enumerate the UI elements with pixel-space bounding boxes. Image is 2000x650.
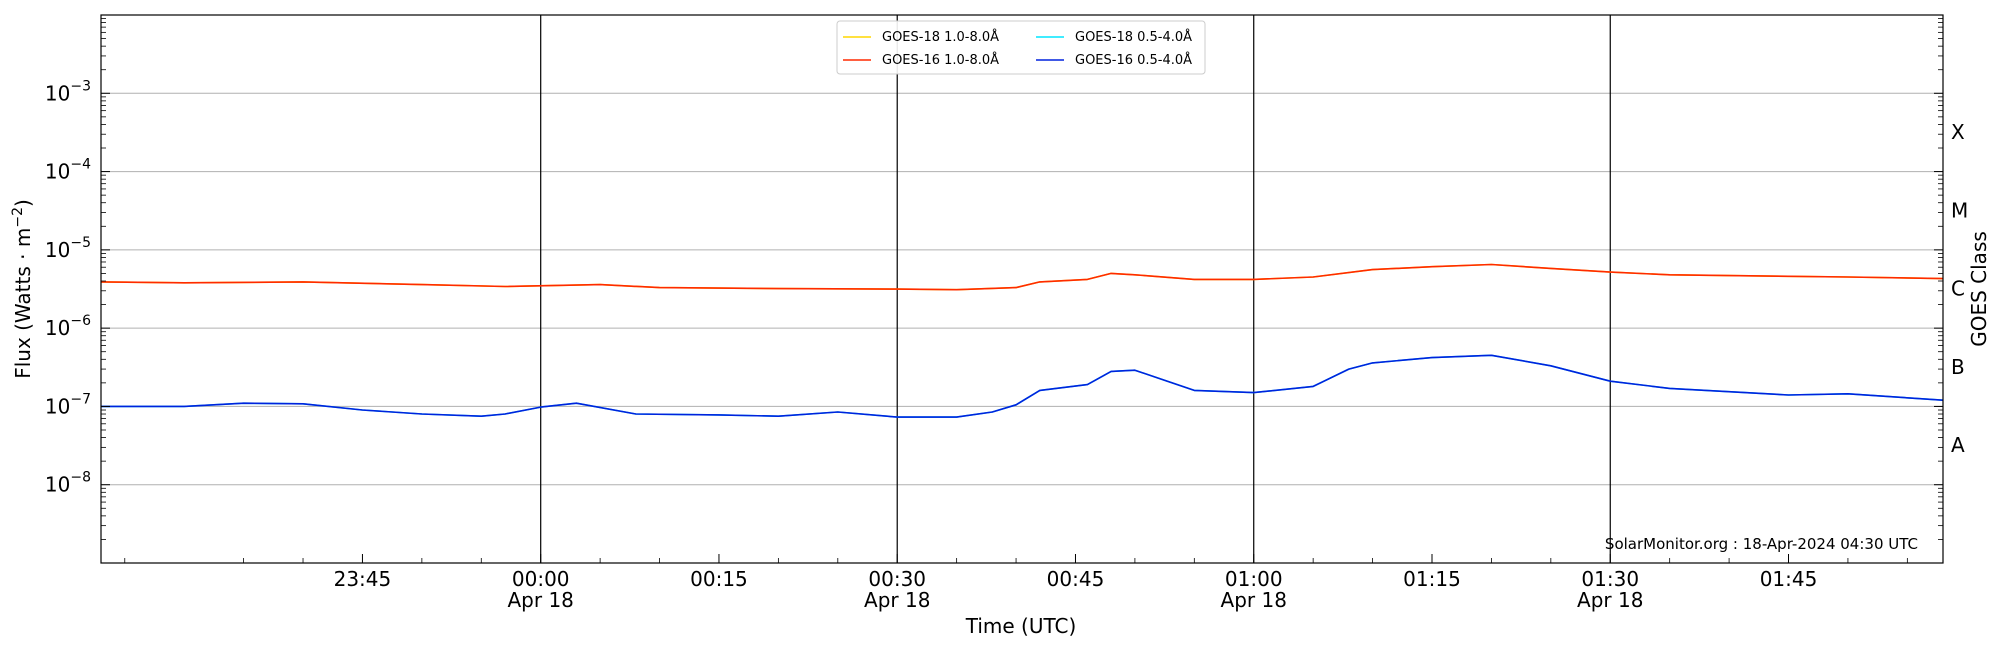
x-tick-label: 01:45: [1760, 567, 1818, 591]
x-tick-label: 00:00: [512, 567, 570, 591]
x-tick-date-label: Apr 18: [508, 588, 574, 612]
x-tick-label: 01:15: [1403, 567, 1461, 591]
y-tick-exponent: −6: [70, 313, 91, 329]
legend-label-goes16-short: GOES-16 0.5-4.0Å: [1075, 52, 1192, 68]
x-axis-title: Time (UTC): [965, 614, 1077, 638]
goes-class-x: X: [1951, 120, 1965, 144]
y-tick-exponent: −3: [70, 78, 91, 94]
x-tick-date-label: Apr 18: [1577, 588, 1643, 612]
series-line-goes16-long: [100, 263, 1944, 291]
y-tick-label: 10−7: [45, 391, 91, 418]
legend-label-goes18-short: GOES-18 0.5-4.0Å: [1075, 29, 1192, 45]
goes-class-b: B: [1951, 355, 1965, 379]
legend-frame: [836, 20, 1206, 75]
y-axis-title-main: Flux (Watts · m: [11, 228, 35, 379]
x-tick-label: 01:30: [1581, 567, 1639, 591]
plot-frame: [100, 14, 1944, 564]
x-tick-label: 01:00: [1225, 567, 1283, 591]
y-tick-base: 10: [45, 160, 70, 184]
y-tick-exponent: −4: [70, 157, 91, 173]
y-tick-label: 10−3: [45, 78, 91, 105]
y-tick-label: 10−4: [45, 157, 91, 184]
y-tick-exponent: −5: [70, 235, 91, 251]
tick-layer: [101, 18, 1943, 563]
x-tick-date-label: Apr 18: [864, 588, 930, 612]
y-tick-exponent: −7: [70, 391, 91, 407]
x-tick-label: 00:45: [1047, 567, 1105, 591]
x-tick-label: 00:15: [690, 567, 748, 591]
series-line-goes18-short: [101, 354, 1944, 418]
legend: GOES-18 1.0-8.0Å GOES-16 1.0-8.0Å GOES-1…: [836, 20, 1206, 75]
y-tick-label: 10−5: [45, 235, 91, 262]
x-tick-date-label: Apr 18: [1221, 588, 1287, 612]
watermark: SolarMonitor.org : 18-Apr-2024 04:30 UTC: [1605, 535, 1918, 553]
series-layer: [100, 263, 1944, 418]
x-tick-label: 23:45: [334, 567, 392, 591]
y-axis-title: Flux (Watts · m−2): [10, 199, 35, 379]
y-tick-label: 10−8: [45, 470, 91, 497]
y-axis-title-end: ): [11, 199, 35, 207]
y-tick-exponent: −8: [70, 470, 91, 486]
grid-layer: [101, 15, 1943, 563]
x-tick-label: 00:30: [868, 567, 926, 591]
y-tick-label: 10−6: [45, 313, 91, 340]
goes-class-axis-title: GOES Class: [1967, 231, 1991, 347]
goes-class-m: M: [1951, 198, 1968, 222]
y-tick-base: 10: [45, 238, 70, 262]
goes-class-a: A: [1951, 433, 1965, 457]
goes-class-c: C: [1951, 277, 1965, 301]
legend-label-goes16-long: GOES-16 1.0-8.0Å: [882, 52, 999, 68]
y-axis-title-exponent: −2: [10, 207, 26, 228]
y-tick-base: 10: [45, 316, 70, 340]
y-tick-base: 10: [45, 81, 70, 105]
series-line-goes16-short: [101, 354, 1944, 418]
y-tick-base: 10: [45, 473, 70, 497]
legend-label-goes18-long: GOES-18 1.0-8.0Å: [882, 29, 999, 45]
y-tick-base: 10: [45, 394, 70, 418]
